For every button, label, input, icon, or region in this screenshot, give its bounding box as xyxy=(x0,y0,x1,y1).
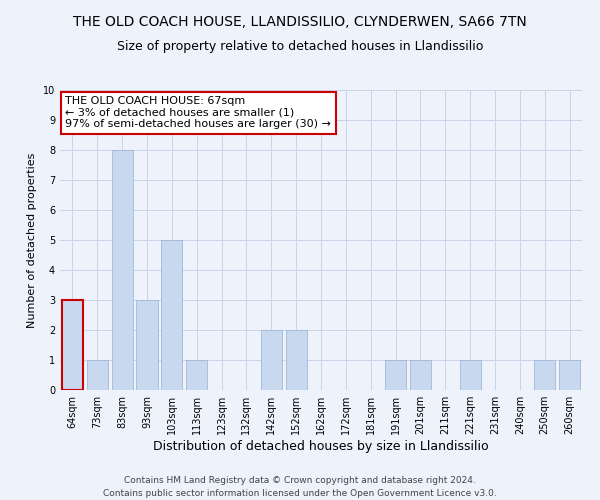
Text: THE OLD COACH HOUSE: 67sqm
← 3% of detached houses are smaller (1)
97% of semi-d: THE OLD COACH HOUSE: 67sqm ← 3% of detac… xyxy=(65,96,331,129)
Bar xyxy=(410,360,431,390)
Bar xyxy=(559,360,580,390)
Bar xyxy=(286,330,307,390)
Bar xyxy=(161,240,182,390)
Text: Contains HM Land Registry data © Crown copyright and database right 2024.
Contai: Contains HM Land Registry data © Crown c… xyxy=(103,476,497,498)
Text: Size of property relative to detached houses in Llandissilio: Size of property relative to detached ho… xyxy=(117,40,483,53)
Bar xyxy=(87,360,108,390)
Bar xyxy=(261,330,282,390)
Bar xyxy=(534,360,555,390)
Y-axis label: Number of detached properties: Number of detached properties xyxy=(28,152,37,328)
Bar xyxy=(62,300,83,390)
Bar xyxy=(186,360,207,390)
Bar xyxy=(136,300,158,390)
Bar xyxy=(385,360,406,390)
X-axis label: Distribution of detached houses by size in Llandissilio: Distribution of detached houses by size … xyxy=(153,440,489,453)
Bar xyxy=(460,360,481,390)
Bar xyxy=(112,150,133,390)
Text: THE OLD COACH HOUSE, LLANDISSILIO, CLYNDERWEN, SA66 7TN: THE OLD COACH HOUSE, LLANDISSILIO, CLYND… xyxy=(73,15,527,29)
